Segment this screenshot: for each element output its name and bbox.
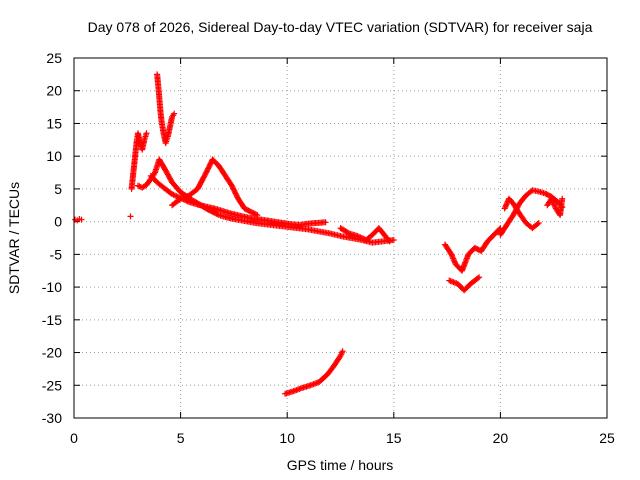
data-point-sat-g [253,211,260,218]
data-point-sat-g [229,183,236,190]
data-point-sat-g [233,193,240,200]
data-points [72,71,566,397]
plot-frame [73,57,608,419]
data-point-sat-g [231,189,238,196]
data-point-sat-l [474,275,481,282]
data-point-sat-b [127,213,134,220]
y-tick-label: 20 [46,83,62,99]
x-tick-label: 0 [70,430,78,446]
data-point-sat-l [476,274,483,281]
data-point-sat-g [233,191,240,198]
x-tick-label: 5 [177,430,185,446]
data-point-sat-g [207,160,214,167]
axis-ticks: 0 5 10 15 20 25 -30 -25 -20 -15 -10 -5 0 5 10 15 20 25 [42,50,615,446]
grid [74,58,607,418]
y-tick-label: 10 [46,148,62,164]
data-point-sat-g [232,190,239,197]
y-tick-label: -20 [42,345,62,361]
data-point-sat-g [204,166,211,173]
x-axis-label: GPS time / hours [287,457,394,473]
data-point-sat-g [230,185,237,192]
y-tick-label: 0 [54,214,62,230]
data-point-sat-j [339,348,346,355]
y-axis-label: SDTVAR / TECUs [6,182,22,294]
data-point-sat-f [322,219,329,226]
data-point-sat-h [390,236,397,243]
data-point-sat-n [534,220,541,227]
data-point-sat-o [559,195,566,202]
data-point-sat-g [230,186,237,193]
data-point-sat-g [203,168,210,175]
data-point-sat-n [535,219,542,226]
chart-title: Day 078 of 2026, Sidereal Day-to-day VTE… [88,19,593,35]
y-tick-label: -25 [42,377,62,393]
data-point-sat-g [205,164,212,171]
data-point-sat-g [206,163,213,169]
y-tick-label: -15 [42,312,62,328]
y-tick-label: 15 [46,115,62,131]
data-point-sat-a [78,216,85,223]
data-point-sat-h [214,211,221,218]
x-tick-label: 15 [386,430,402,446]
x-tick-label: 25 [599,430,615,446]
y-tick-label: 5 [54,181,62,197]
data-point-sat-i [386,238,393,245]
data-point-sat-g [228,182,235,189]
data-point-sat-g [203,169,210,176]
data-point-sat-g [205,165,212,172]
y-tick-label: -10 [42,279,62,295]
data-point-sat-d [151,170,158,177]
data-point-sat-g [207,161,214,168]
data-point-sat-i [385,236,392,243]
y-tick-label: -5 [50,246,63,262]
data-point-sat-e [171,110,178,117]
data-point-sat-g [254,212,261,219]
y-tick-label: -30 [42,410,62,426]
data-point-sat-g [231,187,238,194]
x-tick-label: 20 [493,430,509,446]
x-tick-label: 10 [279,430,295,446]
data-point-sat-c [143,130,150,137]
y-tick-label: 25 [46,50,62,66]
data-point-sat-i [344,229,351,236]
